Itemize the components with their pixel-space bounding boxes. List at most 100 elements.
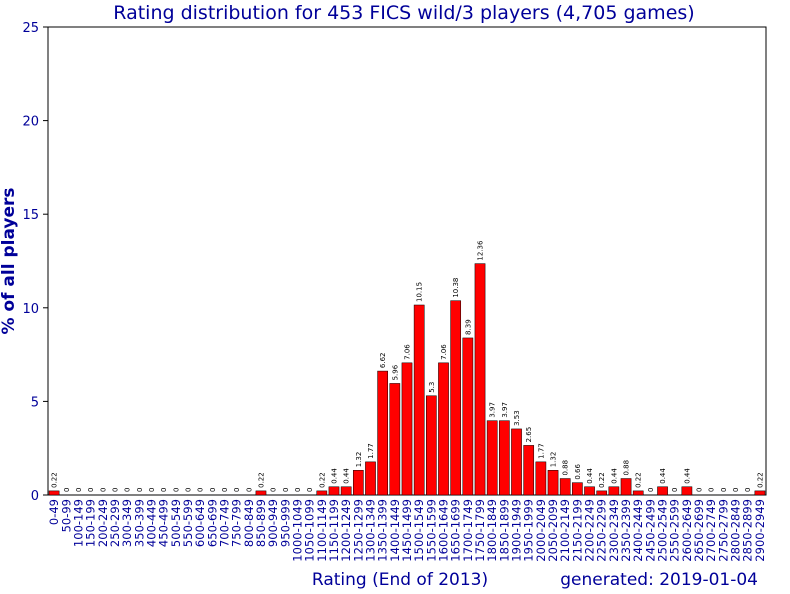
bar-value-label: 0 xyxy=(160,488,168,492)
x-axis: 0-4950-99100-149150-199200-249250-299300… xyxy=(47,499,767,562)
bar-value-label: 7.06 xyxy=(440,344,448,360)
bar xyxy=(608,486,620,496)
x-tick-label: 2700-2749 xyxy=(704,499,718,562)
x-tick-label: 2850-2899 xyxy=(741,499,755,562)
x-tick-label: 2450-2499 xyxy=(643,499,657,562)
x-tick-label: 50-99 xyxy=(59,499,73,532)
bar-value-label: 0.22 xyxy=(51,472,59,488)
x-tick-label: 1000-1049 xyxy=(290,499,304,562)
bar-value-label: 3.53 xyxy=(513,410,521,426)
x-tick-label: 1450-1499 xyxy=(400,499,414,562)
bar-value-label: 0 xyxy=(306,488,314,492)
x-tick-label: 2300-2349 xyxy=(607,499,621,562)
bar-value-label: 0 xyxy=(647,488,655,492)
x-tick-label: 2200-2249 xyxy=(583,499,597,562)
bar xyxy=(511,428,522,496)
bar-value-label: 0 xyxy=(209,488,217,492)
bar xyxy=(620,478,632,496)
x-tick-label: 450-499 xyxy=(157,499,171,547)
x-tick-label: 2250-2299 xyxy=(595,499,609,562)
x-tick-label: 250-299 xyxy=(108,499,122,547)
bar-value-label: 10.15 xyxy=(416,282,424,302)
x-tick-label: 2050-2099 xyxy=(546,499,560,562)
bar-value-label: 0 xyxy=(148,488,156,492)
x-tick-label: 100-149 xyxy=(71,499,85,547)
x-tick-label: 1800-1849 xyxy=(485,499,499,562)
x-tick-label: 1550-1599 xyxy=(424,499,438,562)
x-tick-label: 1600-1649 xyxy=(437,499,451,562)
x-tick-label: 200-249 xyxy=(96,499,110,547)
x-tick-label: 2800-2849 xyxy=(729,499,743,562)
bar xyxy=(596,490,608,496)
x-tick-label: 300-349 xyxy=(120,499,134,547)
x-tick-label: 2600-2649 xyxy=(680,499,694,562)
x-tick-label: 950-999 xyxy=(278,499,292,547)
x-tick-label: 750-799 xyxy=(230,499,244,547)
bar-value-label: 0 xyxy=(184,488,192,492)
bar-value-label: 0.44 xyxy=(683,468,691,484)
y-tick-label: 20 xyxy=(22,115,39,130)
bar-value-label: 5.3 xyxy=(428,382,436,393)
bar-value-label: 0 xyxy=(245,488,253,492)
bar-value-label: 3.97 xyxy=(501,402,509,418)
bar-value-label: 2.65 xyxy=(525,427,533,443)
bar xyxy=(48,490,60,496)
bar-value-label: 1.32 xyxy=(550,452,558,468)
chart-title: Rating distribution for 453 FICS wild/3 … xyxy=(113,2,694,24)
generated-date: generated: 2019-01-04 xyxy=(560,570,758,590)
x-tick-label: 1900-1949 xyxy=(510,499,524,562)
x-tick-label: 1300-1349 xyxy=(363,499,377,562)
bar xyxy=(340,486,352,496)
y-tick-label: 10 xyxy=(22,302,39,317)
bar xyxy=(474,263,486,496)
x-tick-label: 2400-2449 xyxy=(631,499,645,562)
bar xyxy=(486,420,498,496)
bar-value-label: 0.22 xyxy=(635,472,643,488)
bar xyxy=(499,420,510,496)
bar-value-label: 0 xyxy=(87,488,95,492)
x-tick-label: 150-199 xyxy=(84,499,98,547)
x-tick-label: 0-49 xyxy=(47,499,61,525)
bar-value-label: 5.96 xyxy=(391,364,399,380)
bar xyxy=(328,486,340,496)
bars xyxy=(48,263,766,496)
y-tick-label: 5 xyxy=(31,395,39,410)
bar-value-label: 1.77 xyxy=(537,443,545,459)
bar-value-label: 0.88 xyxy=(623,460,631,476)
bar xyxy=(681,486,693,496)
bar-value-label: 0 xyxy=(75,488,83,492)
x-tick-label: 1150-1199 xyxy=(327,499,341,562)
bar-value-label: 10.38 xyxy=(452,278,460,298)
bar xyxy=(535,461,547,496)
bar xyxy=(547,470,559,496)
x-tick-label: 800-849 xyxy=(242,499,256,547)
bar xyxy=(450,300,462,496)
x-tick-label: 2750-2799 xyxy=(716,499,730,562)
bar xyxy=(523,445,535,496)
bar xyxy=(413,304,425,496)
x-tick-label: 2550-2599 xyxy=(668,499,682,562)
bar-value-label: 0.44 xyxy=(659,468,667,484)
bar xyxy=(754,490,766,496)
bar-value-label: 0.44 xyxy=(330,468,338,484)
bar-value-label: 1.32 xyxy=(355,452,363,468)
bar-value-label: 0 xyxy=(221,488,229,492)
bar-value-label: 0.22 xyxy=(598,472,606,488)
x-tick-label: 1500-1549 xyxy=(412,499,426,562)
bar xyxy=(559,478,571,496)
bar-value-label: 0 xyxy=(124,488,132,492)
x-tick-label: 700-749 xyxy=(217,499,231,547)
x-tick-label: 1650-1699 xyxy=(449,499,463,562)
x-tick-label: 1200-1249 xyxy=(339,499,353,562)
y-tick-label: 15 xyxy=(22,208,39,223)
bar xyxy=(316,490,328,496)
bar xyxy=(462,337,474,496)
x-tick-label: 350-399 xyxy=(132,499,146,547)
value-labels: 0.220 0 0 0 0 0 0 0 0 0 0 0 0 0 0 00.220 0 0 00.22 0.44 0.44… xyxy=(51,240,765,492)
x-tick-label: 600-649 xyxy=(193,499,207,547)
x-tick-label: 900-949 xyxy=(266,499,280,547)
bar xyxy=(632,490,644,496)
x-tick-label: 1050-1099 xyxy=(303,499,317,562)
bar xyxy=(352,470,364,496)
